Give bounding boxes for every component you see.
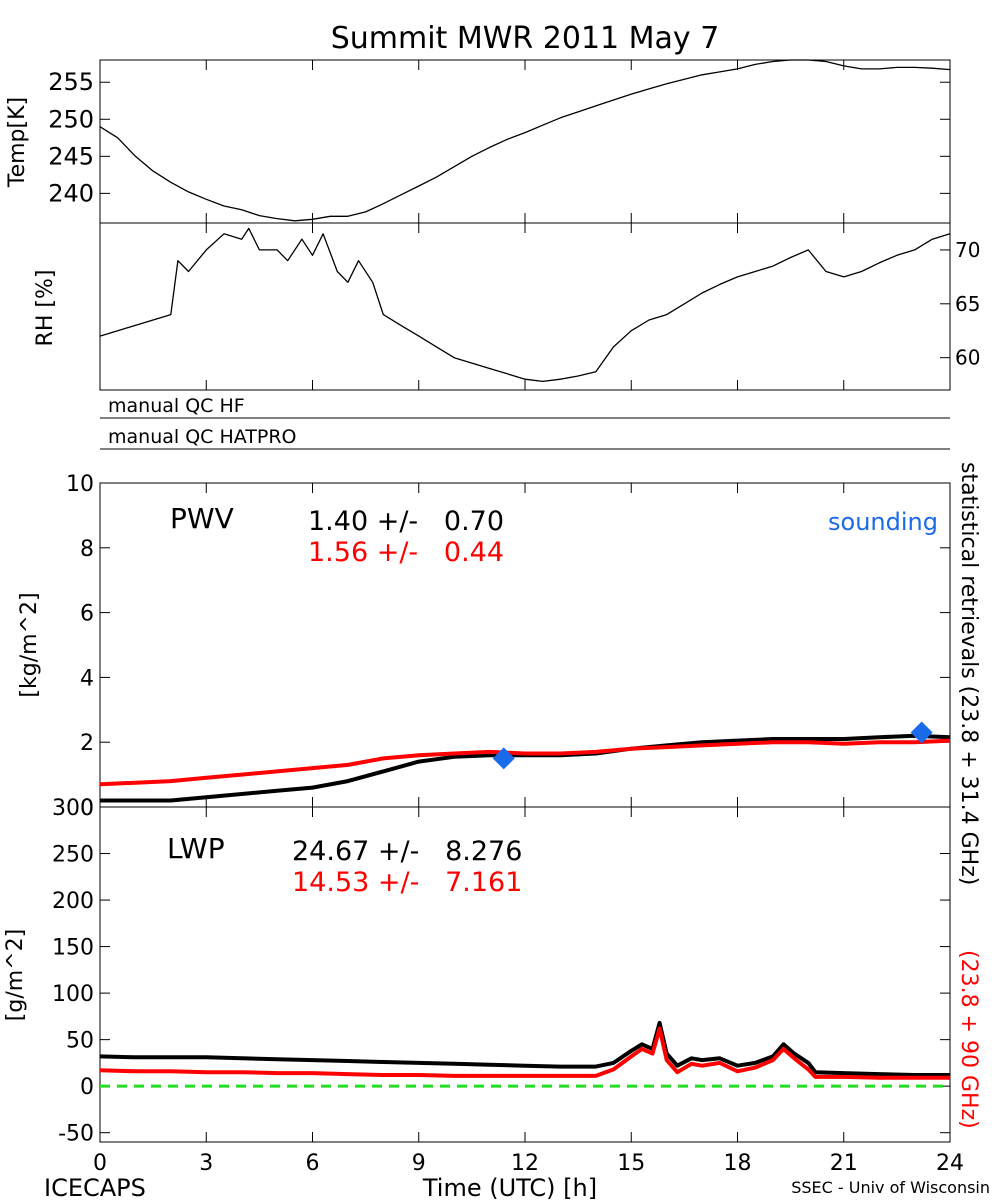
y-tick-label: 6: [80, 602, 94, 627]
lwp-panel: -50 0 50 100 150 200 250 300: [52, 796, 950, 1147]
x-tick-label: 18: [724, 1151, 752, 1176]
temp-panel: 240 245 250 255: [48, 59, 951, 222]
lwp-panel-name: LWP: [167, 832, 225, 865]
footer-institution: SSEC - Univ of Wisconsin: [791, 1178, 990, 1197]
side-label-red: (23.8 + 90 GHz): [956, 950, 981, 1129]
chart-title: Summit MWR 2011 May 7: [331, 21, 720, 56]
lwp-panel-frame: [99, 806, 951, 1143]
x-tick-label: 12: [511, 1151, 539, 1176]
y-tick-label: 255: [48, 68, 94, 96]
lwp-red-stat: 14.53 +/- 7.161: [292, 867, 522, 898]
y-tick-label: 8: [80, 537, 94, 562]
rh-panel-frame: [99, 222, 951, 391]
lwp-series-line-red: [99, 1026, 950, 1080]
pwv-ylabel: [kg/m^2]: [17, 592, 42, 697]
y-tick-label: 4: [80, 666, 94, 691]
pwv-series-line-black: [100, 733, 951, 803]
x-tick-label: 3: [199, 1151, 213, 1176]
y-tick-label: 250: [52, 843, 94, 868]
y-tick-label: 65: [955, 292, 980, 316]
y-tick-label: 150: [52, 936, 94, 961]
y-tick-label: 10: [66, 472, 94, 497]
rh-panel: 60 65 70: [99, 227, 980, 383]
y-tick-label: 60: [955, 346, 980, 370]
x-tick-label: 15: [617, 1151, 645, 1176]
x-tick-label: 9: [412, 1151, 426, 1176]
temp-ylabel: Temp[K]: [5, 97, 30, 188]
x-tick-label: 24: [936, 1151, 964, 1176]
lwp-series-line-black: [99, 1020, 950, 1077]
qc-hatpro-label: manual QC HATPRO: [108, 426, 297, 448]
y-tick-label: 245: [48, 142, 94, 170]
pwv-red-stat: 1.56 +/- 0.44: [308, 537, 504, 568]
pwv-black-stat: 1.40 +/- 0.70: [308, 506, 504, 537]
y-tick-label: 250: [48, 105, 94, 133]
qc-hf-label: manual QC HF: [108, 395, 245, 417]
rh-ylabel: RH [%]: [33, 270, 58, 347]
y-tick-label: 200: [52, 889, 94, 914]
pwv-panel-name: PWV: [170, 502, 234, 535]
y-tick-label: 100: [52, 982, 94, 1007]
y-tick-label: 240: [48, 179, 94, 207]
y-tick-label: 0: [80, 796, 94, 821]
x-axis-title: Time (UTC) [h]: [422, 1174, 597, 1200]
x-tick-label: 6: [306, 1151, 320, 1176]
lwp-black-stat: 24.67 +/- 8.276: [292, 836, 522, 867]
side-label-black: statistical retrievals (23.8 + 31.4 GHz): [956, 462, 981, 885]
y-tick-label: 70: [955, 238, 980, 262]
y-tick-label: 50: [66, 1029, 94, 1054]
x-tick-label: 21: [830, 1151, 858, 1176]
x-axis: 0 3 6 9 12 15 18 21 24: [93, 60, 964, 1176]
y-tick-label: 2: [80, 731, 94, 756]
x-tick-label: 0: [93, 1151, 107, 1176]
sounding-legend-label: sounding: [828, 508, 938, 536]
pwv-series-line-red: [99, 738, 951, 787]
lwp-ylabel: [g/m^2]: [3, 929, 28, 1021]
y-tick-label: 300: [52, 796, 94, 821]
sounding-marker: [492, 747, 515, 770]
footer-project: ICECAPS: [44, 1174, 146, 1200]
y-tick-label: -50: [58, 1122, 94, 1147]
pwv-panel: 0 2 4 6 8 10: [66, 472, 951, 821]
temperature-series-line-black: [99, 59, 951, 222]
y-tick-label: 0: [80, 1075, 94, 1100]
sounding-marker: [910, 721, 933, 744]
relative_humidity-series-line-black: [99, 227, 951, 383]
temp-panel-frame: [99, 59, 951, 224]
